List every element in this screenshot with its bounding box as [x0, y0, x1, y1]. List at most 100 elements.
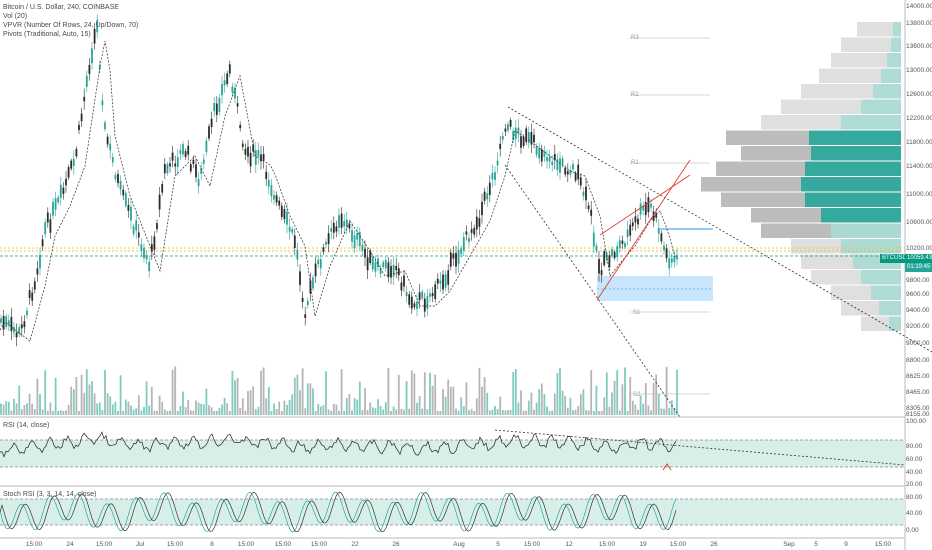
rsi-tick: 100.00 [906, 418, 926, 425]
candle-body [223, 80, 226, 86]
candle-body [156, 223, 158, 230]
candle-body [148, 261, 151, 272]
wedge-upper-line [599, 174, 691, 236]
candle-body [543, 150, 546, 157]
candle-body [553, 154, 556, 161]
volume-bar [28, 393, 31, 415]
candle-body [494, 172, 496, 180]
candle-body [561, 158, 564, 165]
volume-bar [595, 385, 598, 415]
volume-bar [192, 410, 195, 415]
candle-body [522, 136, 525, 146]
volume-bar [390, 410, 392, 415]
vpvr-row-up [805, 192, 901, 207]
candle-body [299, 271, 301, 285]
candle-body [418, 292, 421, 301]
candle-body [150, 244, 153, 252]
volume-bar [117, 410, 119, 415]
volume-bar [75, 376, 78, 415]
volume-bar [410, 370, 413, 415]
volume-bar [639, 395, 642, 415]
volume-bar [101, 410, 104, 415]
price-tick: 11800.00 [906, 139, 932, 146]
candle-body [312, 277, 314, 289]
candle-body [387, 262, 390, 278]
candle-body [507, 124, 509, 131]
candle-body [137, 232, 140, 238]
last-price-tag: 10059.43 [905, 254, 932, 263]
candle-body [548, 156, 551, 162]
volume-bar [670, 400, 673, 415]
volume-bar [603, 397, 606, 415]
candle-body [520, 136, 522, 148]
candle-body [205, 140, 208, 152]
candle-body [527, 131, 530, 143]
candle-body [618, 240, 621, 249]
candle-body [283, 209, 286, 220]
price-tick: 9800.00 [906, 277, 930, 284]
volume-bar [169, 410, 171, 415]
vpvr-row [857, 22, 901, 37]
candle-body [392, 264, 395, 277]
volume-bar [434, 374, 437, 415]
vpvr-row-up [841, 115, 901, 130]
candle-body [122, 189, 125, 196]
candle-body [75, 148, 78, 157]
candle-body [423, 298, 426, 312]
symbol-title: Bitcoin / U.S. Dollar, 240, COINBASE [3, 4, 119, 11]
time-tick: 9 [844, 541, 848, 548]
volume-bar [431, 385, 434, 415]
candle-body [228, 64, 231, 74]
candle-body [468, 238, 470, 242]
candle-body [111, 157, 114, 163]
volume-bar [676, 369, 678, 415]
candle-body [109, 143, 112, 151]
volume-bar [379, 405, 382, 415]
candle-body [655, 213, 658, 218]
volume-bar [496, 409, 499, 415]
volume-bar [621, 384, 624, 415]
candle-body [517, 127, 520, 134]
volume-bar [668, 407, 671, 415]
volume-bar [408, 408, 411, 415]
volume-bar [371, 407, 374, 415]
time-tick: 15:00 [274, 541, 292, 548]
candle-body [465, 231, 468, 235]
candle-body [166, 164, 169, 174]
price-tick: 13000.00 [906, 67, 932, 74]
candle-body [637, 218, 639, 225]
volume-bar [631, 400, 634, 415]
candle-body [161, 184, 164, 193]
candle-body [0, 318, 2, 323]
volume-bar [254, 409, 257, 415]
candle-body [546, 157, 548, 162]
stoch-rsi-indicator-label: Stoch RSI (3, 3, 14, 14, close) [3, 491, 97, 498]
volume-bar [587, 410, 590, 415]
candle-body [379, 268, 382, 274]
candle-body [267, 180, 270, 187]
volume-bar [218, 407, 221, 415]
candle-body [192, 159, 195, 165]
volume-bar [234, 380, 236, 415]
volume-bar [663, 408, 665, 415]
candle-body [280, 205, 283, 217]
volume-bar [124, 399, 127, 415]
time-tick: 5 [496, 541, 500, 548]
candle-body [634, 216, 637, 223]
candle-body [530, 132, 533, 145]
candle-body [670, 258, 673, 263]
volume-bar [418, 395, 421, 415]
vpvr-row-up [805, 161, 901, 176]
volume-bar [626, 410, 629, 415]
candle-body [629, 224, 632, 236]
volume-bar [322, 405, 325, 415]
candle-body [254, 150, 257, 165]
candle-body [72, 158, 75, 167]
time-tick: 15:00 [95, 541, 113, 548]
descending-trendline-lower [504, 164, 681, 418]
volume-bar [2, 404, 5, 415]
volume-bar [36, 378, 39, 415]
candle-body [322, 247, 325, 252]
volume-bar [444, 396, 447, 415]
